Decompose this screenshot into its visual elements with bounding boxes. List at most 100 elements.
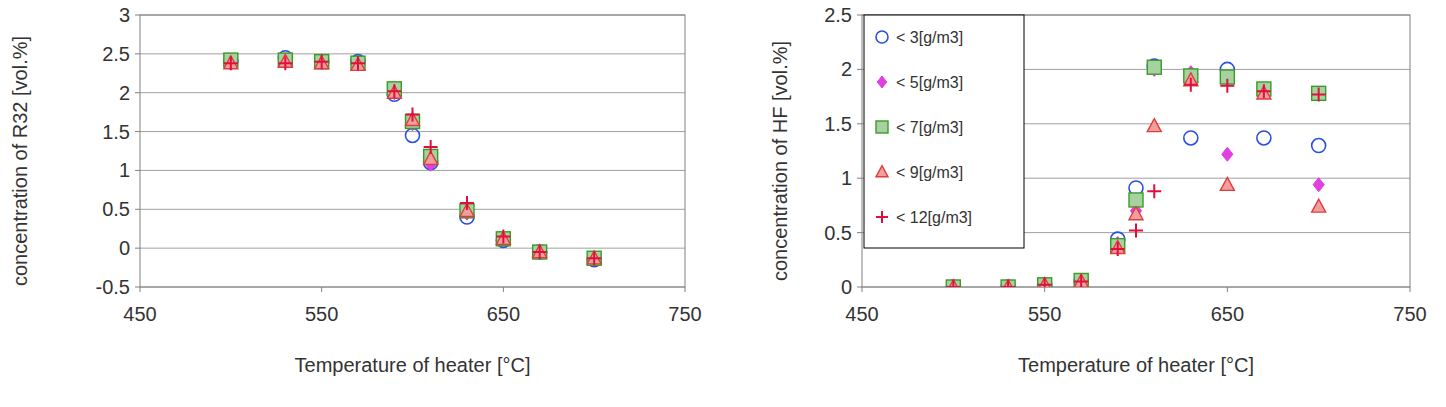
- series: [225, 53, 600, 265]
- point: [315, 55, 329, 69]
- legend-label: < 12[g/m3]: [896, 209, 972, 226]
- point: [1074, 275, 1088, 287]
- y-tick-label: -0.5: [96, 276, 130, 298]
- y-tick: [857, 69, 862, 70]
- x-axis-label: Temperature of heater [°C]: [295, 354, 531, 376]
- x-tick-label: 450: [845, 303, 878, 325]
- y-tick-label: 1: [119, 159, 130, 181]
- marks: [224, 51, 601, 267]
- x-axis-label: Temperature of heater [°C]: [1018, 354, 1254, 376]
- point: [1184, 131, 1198, 145]
- point: [587, 251, 601, 265]
- y-tick: [135, 92, 140, 93]
- y-tick-label: 2.5: [824, 4, 852, 26]
- x-tick-label: 650: [487, 303, 520, 325]
- x-tick-label: 750: [1393, 303, 1426, 325]
- point: [1222, 147, 1233, 161]
- grid-line: [140, 209, 685, 210]
- x-tick: [1044, 287, 1045, 292]
- point: [1313, 178, 1324, 192]
- legend-label: < 9[g/m3]: [896, 164, 963, 181]
- point: [315, 55, 329, 69]
- x-tick: [140, 287, 141, 292]
- point: [1184, 78, 1198, 92]
- y-axis-label: concentration of HF [vol.%]: [769, 41, 791, 281]
- point: [1038, 278, 1052, 287]
- plot-frame: [862, 15, 1410, 287]
- point: [1220, 177, 1234, 190]
- x-tick-label: 550: [1028, 303, 1061, 325]
- x-tick: [321, 287, 322, 292]
- y-tick-label: 0: [841, 276, 852, 298]
- point: [224, 56, 238, 70]
- point: [1147, 119, 1161, 132]
- point: [1111, 242, 1125, 256]
- y-tick: [135, 15, 140, 16]
- y-tick-label: 1.5: [824, 113, 852, 135]
- legend-marker: [876, 166, 888, 177]
- x-tick-label: 550: [305, 303, 338, 325]
- point: [351, 56, 365, 70]
- plot-area: [140, 15, 685, 287]
- point: [1312, 199, 1326, 212]
- series: [224, 53, 601, 265]
- point: [533, 245, 547, 259]
- figure: -0.5 0 0.5 1 1.5 2 2.5 3 450 550 650 750 Temperature…: [0, 0, 1446, 407]
- point: [1257, 131, 1271, 145]
- y-tick: [857, 178, 862, 179]
- point: [1129, 193, 1143, 207]
- grid-line: [140, 248, 685, 249]
- point: [1129, 207, 1143, 220]
- point: [533, 245, 547, 259]
- y-tick-label: 0.5: [824, 222, 852, 244]
- series: [224, 54, 601, 264]
- chart: -0.500.511.522.53450550650750Temperature…: [9, 4, 701, 376]
- point: [406, 107, 420, 121]
- y-tick-label: 3: [119, 4, 130, 26]
- legend: < 3[g/m3]< 5[g/m3]< 7[g/m3]< 9[g/m3]< 12…: [864, 15, 1024, 248]
- point: [946, 280, 960, 287]
- point: [1001, 280, 1015, 287]
- point: [315, 55, 329, 69]
- y-tick-label: 1.5: [102, 121, 130, 143]
- legend-marker: [876, 211, 888, 223]
- point: [946, 280, 960, 287]
- y-tick-label: 0: [119, 237, 130, 259]
- point: [1147, 184, 1161, 198]
- chart: 00.511.522.5450550650750Temperature of h…: [769, 4, 1426, 376]
- y-tick-label: 2: [119, 82, 130, 104]
- y-tick-label: 2: [841, 58, 852, 80]
- y-tick: [857, 232, 862, 233]
- point: [946, 280, 960, 287]
- plot-frame: [140, 15, 685, 287]
- y-tick: [135, 248, 140, 249]
- y-tick: [135, 170, 140, 171]
- point: [387, 84, 401, 98]
- legend-marker: [876, 121, 888, 133]
- x-tick: [503, 287, 504, 292]
- x-tick: [1410, 287, 1411, 292]
- legend-marker: [876, 31, 888, 43]
- x-tick: [685, 287, 686, 292]
- point: [1001, 280, 1015, 287]
- legend-label: < 7[g/m3]: [896, 119, 963, 136]
- point: [1038, 278, 1052, 287]
- series: [224, 51, 601, 267]
- point: [351, 56, 365, 70]
- point: [533, 245, 547, 259]
- y-tick: [857, 123, 862, 124]
- grid-line: [140, 53, 685, 54]
- y-axis-label: concentration of R32 [vol.%]: [9, 36, 31, 286]
- y-tick: [135, 131, 140, 132]
- point: [587, 251, 601, 265]
- point: [1001, 280, 1015, 287]
- y-tick: [135, 209, 140, 210]
- point: [1257, 84, 1271, 98]
- y-tick: [135, 53, 140, 54]
- point: [1129, 223, 1143, 237]
- grid-line: [140, 170, 685, 171]
- series: [224, 55, 601, 266]
- legend-marker: [877, 76, 887, 88]
- x-tick: [1227, 287, 1228, 292]
- x-tick-label: 450: [123, 303, 156, 325]
